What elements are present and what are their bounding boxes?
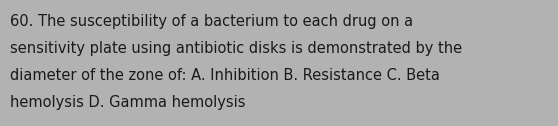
Text: 60. The susceptibility of a bacterium to each drug on a: 60. The susceptibility of a bacterium to…	[10, 14, 413, 29]
Text: sensitivity plate using antibiotic disks is demonstrated by the: sensitivity plate using antibiotic disks…	[10, 41, 462, 56]
Text: diameter of the zone of: A. Inhibition B. Resistance C. Beta: diameter of the zone of: A. Inhibition B…	[10, 68, 440, 83]
Text: hemolysis D. Gamma hemolysis: hemolysis D. Gamma hemolysis	[10, 95, 246, 110]
